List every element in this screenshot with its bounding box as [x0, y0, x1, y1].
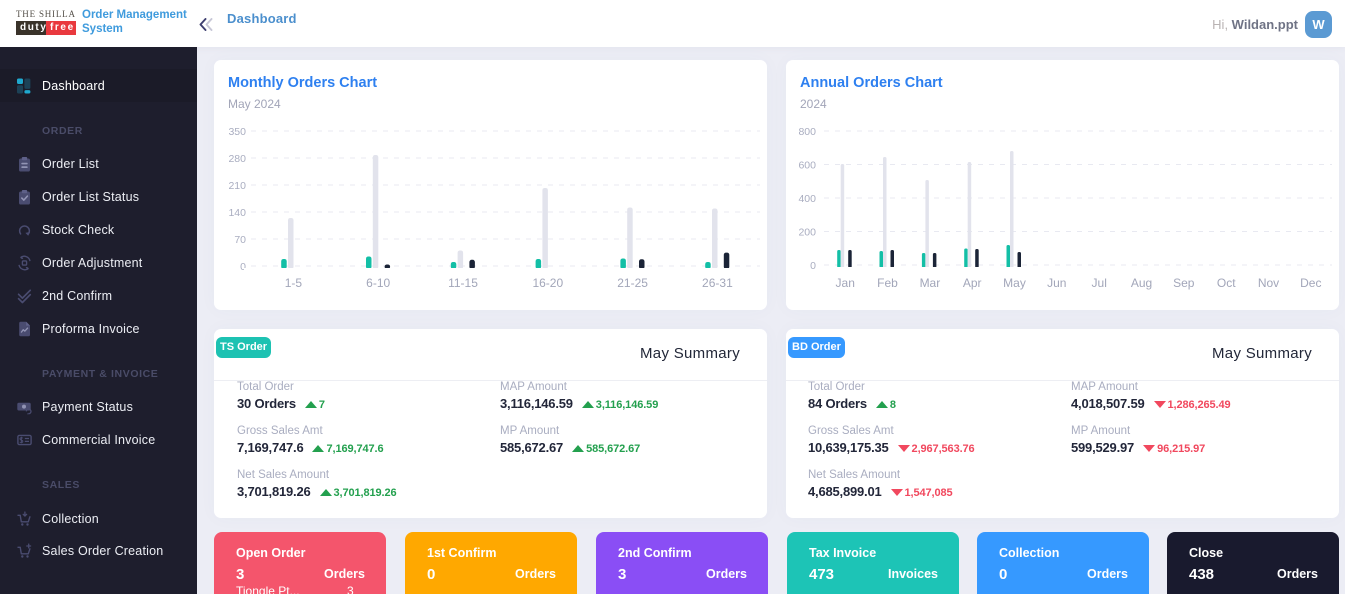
svg-text:Feb: Feb — [877, 276, 898, 290]
svg-text:350: 350 — [228, 126, 246, 138]
svg-text:210: 210 — [228, 180, 246, 192]
svg-text:200: 200 — [798, 227, 816, 239]
svg-text:280: 280 — [228, 153, 246, 165]
svg-text:Mar: Mar — [920, 276, 941, 290]
svg-text:Dec: Dec — [1300, 276, 1321, 290]
svg-text:Jun: Jun — [1047, 276, 1066, 290]
svg-text:Aug: Aug — [1131, 276, 1152, 290]
svg-text:16-20: 16-20 — [532, 276, 563, 290]
svg-text:21-25: 21-25 — [617, 276, 648, 290]
svg-text:Jul: Jul — [1092, 276, 1107, 290]
svg-text:140: 140 — [228, 207, 246, 219]
svg-text:800: 800 — [798, 126, 816, 138]
svg-text:11-15: 11-15 — [448, 276, 478, 290]
svg-text:Apr: Apr — [963, 276, 982, 290]
svg-text:70: 70 — [234, 234, 246, 246]
svg-text:26-31: 26-31 — [702, 276, 733, 290]
svg-text:6-10: 6-10 — [366, 276, 390, 290]
svg-text:400: 400 — [798, 193, 816, 205]
svg-text:Sep: Sep — [1173, 276, 1195, 290]
svg-text:Oct: Oct — [1217, 276, 1236, 290]
svg-text:May: May — [1003, 276, 1026, 290]
svg-text:Jan: Jan — [836, 276, 855, 290]
svg-text:1-5: 1-5 — [285, 276, 303, 290]
svg-text:0: 0 — [810, 260, 816, 272]
svg-text:0: 0 — [240, 261, 246, 273]
svg-text:Nov: Nov — [1258, 276, 1279, 290]
svg-text:600: 600 — [798, 160, 816, 172]
